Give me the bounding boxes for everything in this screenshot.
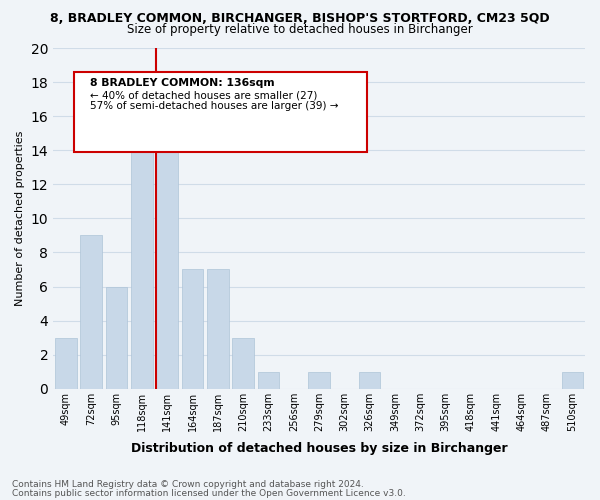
Bar	[257, 372, 279, 388]
Bar	[308, 372, 330, 388]
Bar	[55, 338, 77, 388]
Bar	[562, 372, 583, 388]
Bar	[157, 150, 178, 388]
Bar	[182, 270, 203, 388]
Bar	[359, 372, 380, 388]
Text: 57% of semi-detached houses are larger (39) →: 57% of semi-detached houses are larger (…	[91, 102, 339, 112]
Y-axis label: Number of detached properties: Number of detached properties	[15, 130, 25, 306]
Text: ← 40% of detached houses are smaller (27): ← 40% of detached houses are smaller (27…	[91, 90, 318, 101]
Bar	[106, 286, 127, 388]
X-axis label: Distribution of detached houses by size in Birchanger: Distribution of detached houses by size …	[131, 442, 508, 455]
Bar	[80, 236, 102, 388]
Text: 8, BRADLEY COMMON, BIRCHANGER, BISHOP'S STORTFORD, CM23 5QD: 8, BRADLEY COMMON, BIRCHANGER, BISHOP'S …	[50, 12, 550, 26]
Bar	[131, 116, 152, 388]
Text: Contains public sector information licensed under the Open Government Licence v3: Contains public sector information licen…	[12, 488, 406, 498]
FancyBboxPatch shape	[74, 72, 367, 152]
Bar	[207, 270, 229, 388]
Text: Size of property relative to detached houses in Birchanger: Size of property relative to detached ho…	[127, 22, 473, 36]
Bar	[232, 338, 254, 388]
Text: 8 BRADLEY COMMON: 136sqm: 8 BRADLEY COMMON: 136sqm	[91, 78, 275, 88]
Text: Contains HM Land Registry data © Crown copyright and database right 2024.: Contains HM Land Registry data © Crown c…	[12, 480, 364, 489]
